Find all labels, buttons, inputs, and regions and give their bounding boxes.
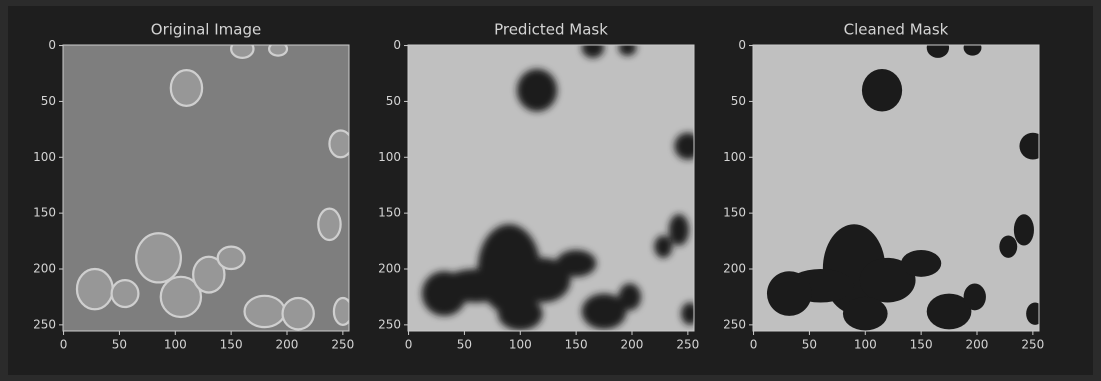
y-tick-label: 100 [723, 150, 746, 164]
x-tick-label: 0 [405, 338, 413, 352]
y-tick-label: 250 [378, 317, 401, 331]
x-tick-label: 100 [854, 338, 877, 352]
y-tick-label: 150 [378, 206, 401, 220]
x-tick-label: 200 [966, 338, 989, 352]
x-tick-label: 250 [1021, 338, 1044, 352]
y-tick-label: 0 [393, 38, 401, 52]
chart-title: Cleaned Mask [844, 21, 949, 39]
x-tick-label: 50 [457, 338, 472, 352]
y-tick-label: 50 [41, 94, 56, 108]
y-tick-label: 250 [723, 317, 746, 331]
y-tick-label: 100 [33, 150, 56, 164]
y-tick-label: 150 [723, 206, 746, 220]
x-tick-label: 0 [750, 338, 758, 352]
x-tick-label: 150 [565, 338, 588, 352]
y-tick-label: 0 [738, 38, 746, 52]
image [63, 40, 352, 331]
page: Original Image 0 50 100 150 200 250 0 50 100 150 20… [0, 0, 1101, 381]
chart-title: Original Image [151, 21, 261, 39]
x-tick-label: 200 [276, 338, 299, 352]
x-tick-label: 250 [676, 338, 699, 352]
y-tick-label: 200 [378, 261, 401, 275]
x-tick-label: 50 [802, 338, 817, 352]
image [408, 38, 701, 331]
y-tick-label: 250 [33, 317, 56, 331]
y-tick-label: 200 [33, 261, 56, 275]
figure: Original Image 0 50 100 150 200 250 0 50 100 150 20… [0, 0, 1101, 381]
x-tick-label: 150 [220, 338, 243, 352]
x-tick-label: 50 [112, 338, 127, 352]
y-tick-label: 0 [48, 38, 56, 52]
y-tick-label: 150 [33, 206, 56, 220]
x-tick-label: 0 [60, 338, 68, 352]
image [753, 38, 1046, 331]
x-tick-label: 100 [164, 338, 187, 352]
chart-title: Predicted Mask [494, 21, 608, 39]
y-tick-label: 50 [386, 94, 401, 108]
x-tick-label: 200 [621, 338, 644, 352]
y-tick-label: 100 [378, 150, 401, 164]
x-tick-label: 150 [910, 338, 933, 352]
y-tick-label: 50 [731, 94, 746, 108]
y-tick-label: 200 [723, 261, 746, 275]
x-tick-label: 100 [509, 338, 532, 352]
x-tick-label: 250 [331, 338, 354, 352]
